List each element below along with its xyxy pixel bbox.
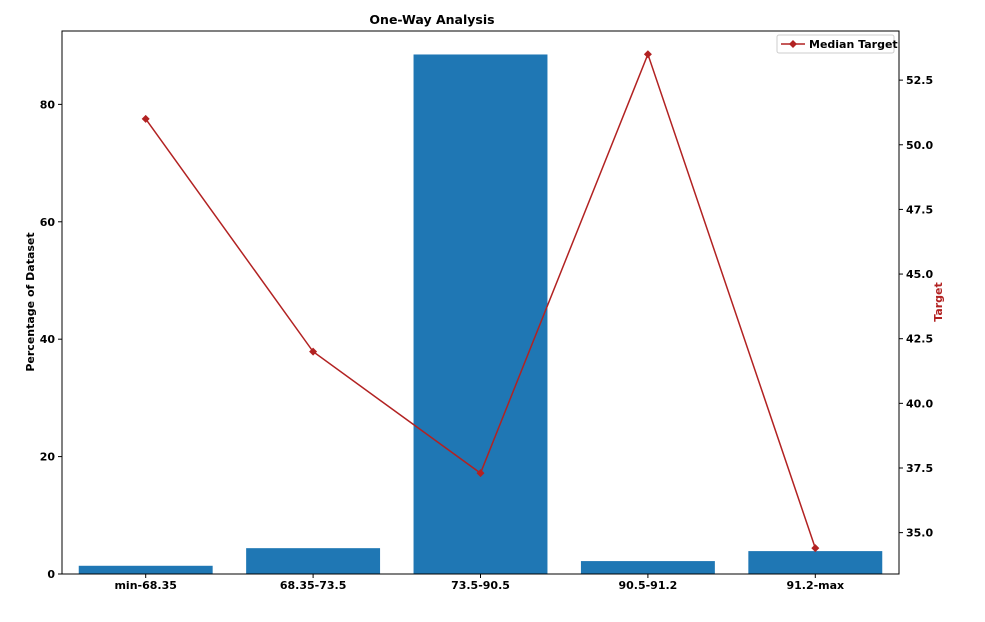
x-tick-label: min-68.35 xyxy=(114,579,176,592)
y-axis-title-right: Target xyxy=(932,282,945,322)
left-y-tick-label: 80 xyxy=(40,98,56,111)
right-y-tick-label: 47.5 xyxy=(906,203,933,216)
median-target-point-min-68.35 xyxy=(141,114,150,123)
legend-box xyxy=(776,34,895,54)
right-y-tick-label: 50.0 xyxy=(906,139,933,152)
bar-90.5-91.2 xyxy=(580,561,715,574)
legend: Median Target xyxy=(776,34,898,54)
x-axis: min-68.35 68.35-73.5 73.5-90.5 90.5-91.2 91.… xyxy=(114,574,844,592)
legend-label-median-target: Median Target xyxy=(809,38,898,51)
bar-73.5-90.5 xyxy=(413,54,548,574)
line-layer xyxy=(141,50,820,553)
bars-layer xyxy=(78,54,883,574)
bar-min-68.35 xyxy=(78,565,213,574)
right-y-tick-label: 40.0 xyxy=(906,397,933,410)
left-y-tick-label: 40 xyxy=(40,333,56,346)
left-y-tick-label: 20 xyxy=(40,451,56,464)
median-target-point-73.5-90.5 xyxy=(476,469,485,478)
right-y-tick-label: 37.5 xyxy=(906,462,933,475)
right-y-tick-label: 42.5 xyxy=(906,333,933,346)
chart-title: One-Way Analysis xyxy=(369,12,494,27)
legend-diamond-marker xyxy=(789,40,797,48)
x-tick-label: 73.5-90.5 xyxy=(451,579,510,592)
left-y-axis: 0 20 40 60 80 xyxy=(40,98,62,581)
median-target-point-91.2-max xyxy=(811,544,820,553)
bar-68.35-73.5 xyxy=(246,548,381,574)
right-y-axis: 35.0 37.5 40.0 42.5 45.0 47.5 50.0 52.5 xyxy=(899,74,933,540)
left-y-tick-label: 0 xyxy=(47,568,55,581)
bar-91.2-max xyxy=(748,551,883,574)
median-target-point-90.5-91.2 xyxy=(643,50,652,59)
left-y-tick-label: 60 xyxy=(40,216,56,229)
x-tick-label: 90.5-91.2 xyxy=(618,579,677,592)
x-tick-label: 68.35-73.5 xyxy=(280,579,347,592)
x-tick-label: 91.2-max xyxy=(786,579,844,592)
right-y-tick-label: 52.5 xyxy=(906,74,933,87)
median-target-point-68.35-73.5 xyxy=(309,347,318,356)
right-y-tick-label: 45.0 xyxy=(906,268,933,281)
right-y-tick-label: 35.0 xyxy=(906,527,933,540)
y-axis-title-left: Percentage of Dataset xyxy=(24,232,37,371)
